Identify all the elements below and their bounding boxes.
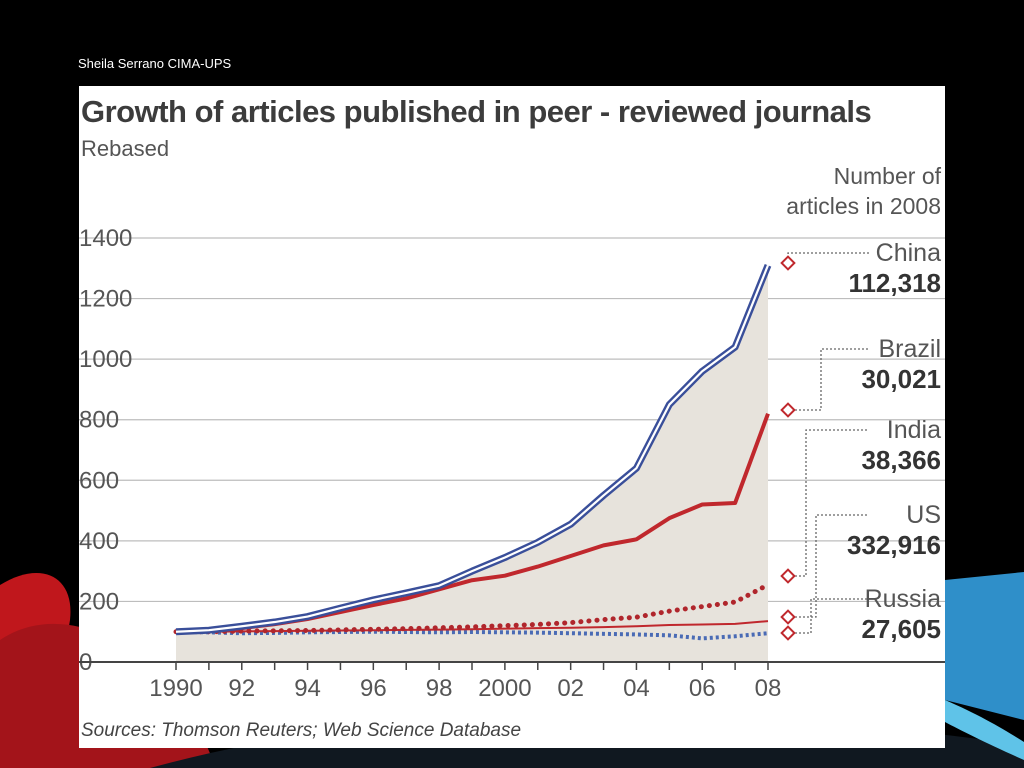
- y-tick-label: 800: [79, 407, 119, 434]
- x-tick-label: 04: [623, 675, 650, 702]
- chart-title: Growth of articles published in peer - r…: [81, 94, 872, 129]
- slide-author-label: Sheila Serrano CIMA-UPS: [78, 56, 232, 71]
- blue-swoosh-decoration: [945, 572, 1024, 720]
- x-tick-label: 1990: [149, 675, 202, 702]
- x-tick-label: 94: [294, 675, 321, 702]
- legend-brazil-count: 30,021: [861, 364, 941, 394]
- series-china-line-inner: [175, 264, 770, 633]
- x-tick-label: 2000: [478, 675, 531, 702]
- legend-header-line: articles in 2008: [786, 193, 941, 219]
- legend-india-name: India: [887, 416, 941, 444]
- y-tick-label: 600: [79, 467, 119, 494]
- legend-china-name: China: [876, 239, 941, 267]
- legend-russia-marker: [780, 625, 796, 641]
- legend-us-count: 332,916: [847, 530, 941, 560]
- y-tick-label: 1000: [79, 346, 132, 373]
- legend-us-connector: [795, 514, 869, 618]
- legend-us-name: US: [906, 501, 941, 529]
- legend-russia-connector: [795, 598, 869, 634]
- chart-subtitle: Rebased: [81, 136, 170, 161]
- x-tick-label: 98: [426, 675, 453, 702]
- chart-source: Sources: Thomson Reuters; Web Science Da…: [81, 720, 522, 741]
- china-area-fill: [176, 265, 768, 662]
- legend-header-line: Number of: [834, 163, 942, 189]
- legend-china-connector: [787, 252, 869, 264]
- blue-swoosh-decoration: [945, 700, 1024, 760]
- y-tick-label: 1200: [79, 286, 132, 313]
- x-tick-label: 06: [689, 675, 716, 702]
- legend-india-marker: [780, 568, 796, 584]
- chart-panel: Growth of articles published in peer - r…: [79, 86, 945, 748]
- y-tick-label: 400: [79, 528, 119, 555]
- legend-china-marker: [780, 255, 796, 271]
- y-tick-label: 200: [79, 588, 119, 615]
- legend-brazil-name: Brazil: [878, 335, 941, 363]
- series-india-line: [173, 582, 771, 635]
- legend-us-marker: [780, 609, 796, 625]
- x-tick-label: 08: [755, 675, 782, 702]
- legend-brazil-marker: [780, 402, 796, 418]
- legend-russia-count: 27,605: [861, 614, 941, 644]
- y-tick-label: 1400: [79, 225, 132, 252]
- x-tick-label: 92: [228, 675, 255, 702]
- legend-india-count: 38,366: [861, 445, 941, 475]
- x-tick-label: 02: [557, 675, 584, 702]
- legend-brazil-connector: [795, 348, 869, 411]
- x-tick-label: 96: [360, 675, 387, 702]
- legend-russia-name: Russia: [865, 585, 942, 613]
- legend-china-count: 112,318: [848, 268, 941, 298]
- legend-india-connector: [795, 429, 869, 577]
- series-russia-line: [175, 629, 769, 641]
